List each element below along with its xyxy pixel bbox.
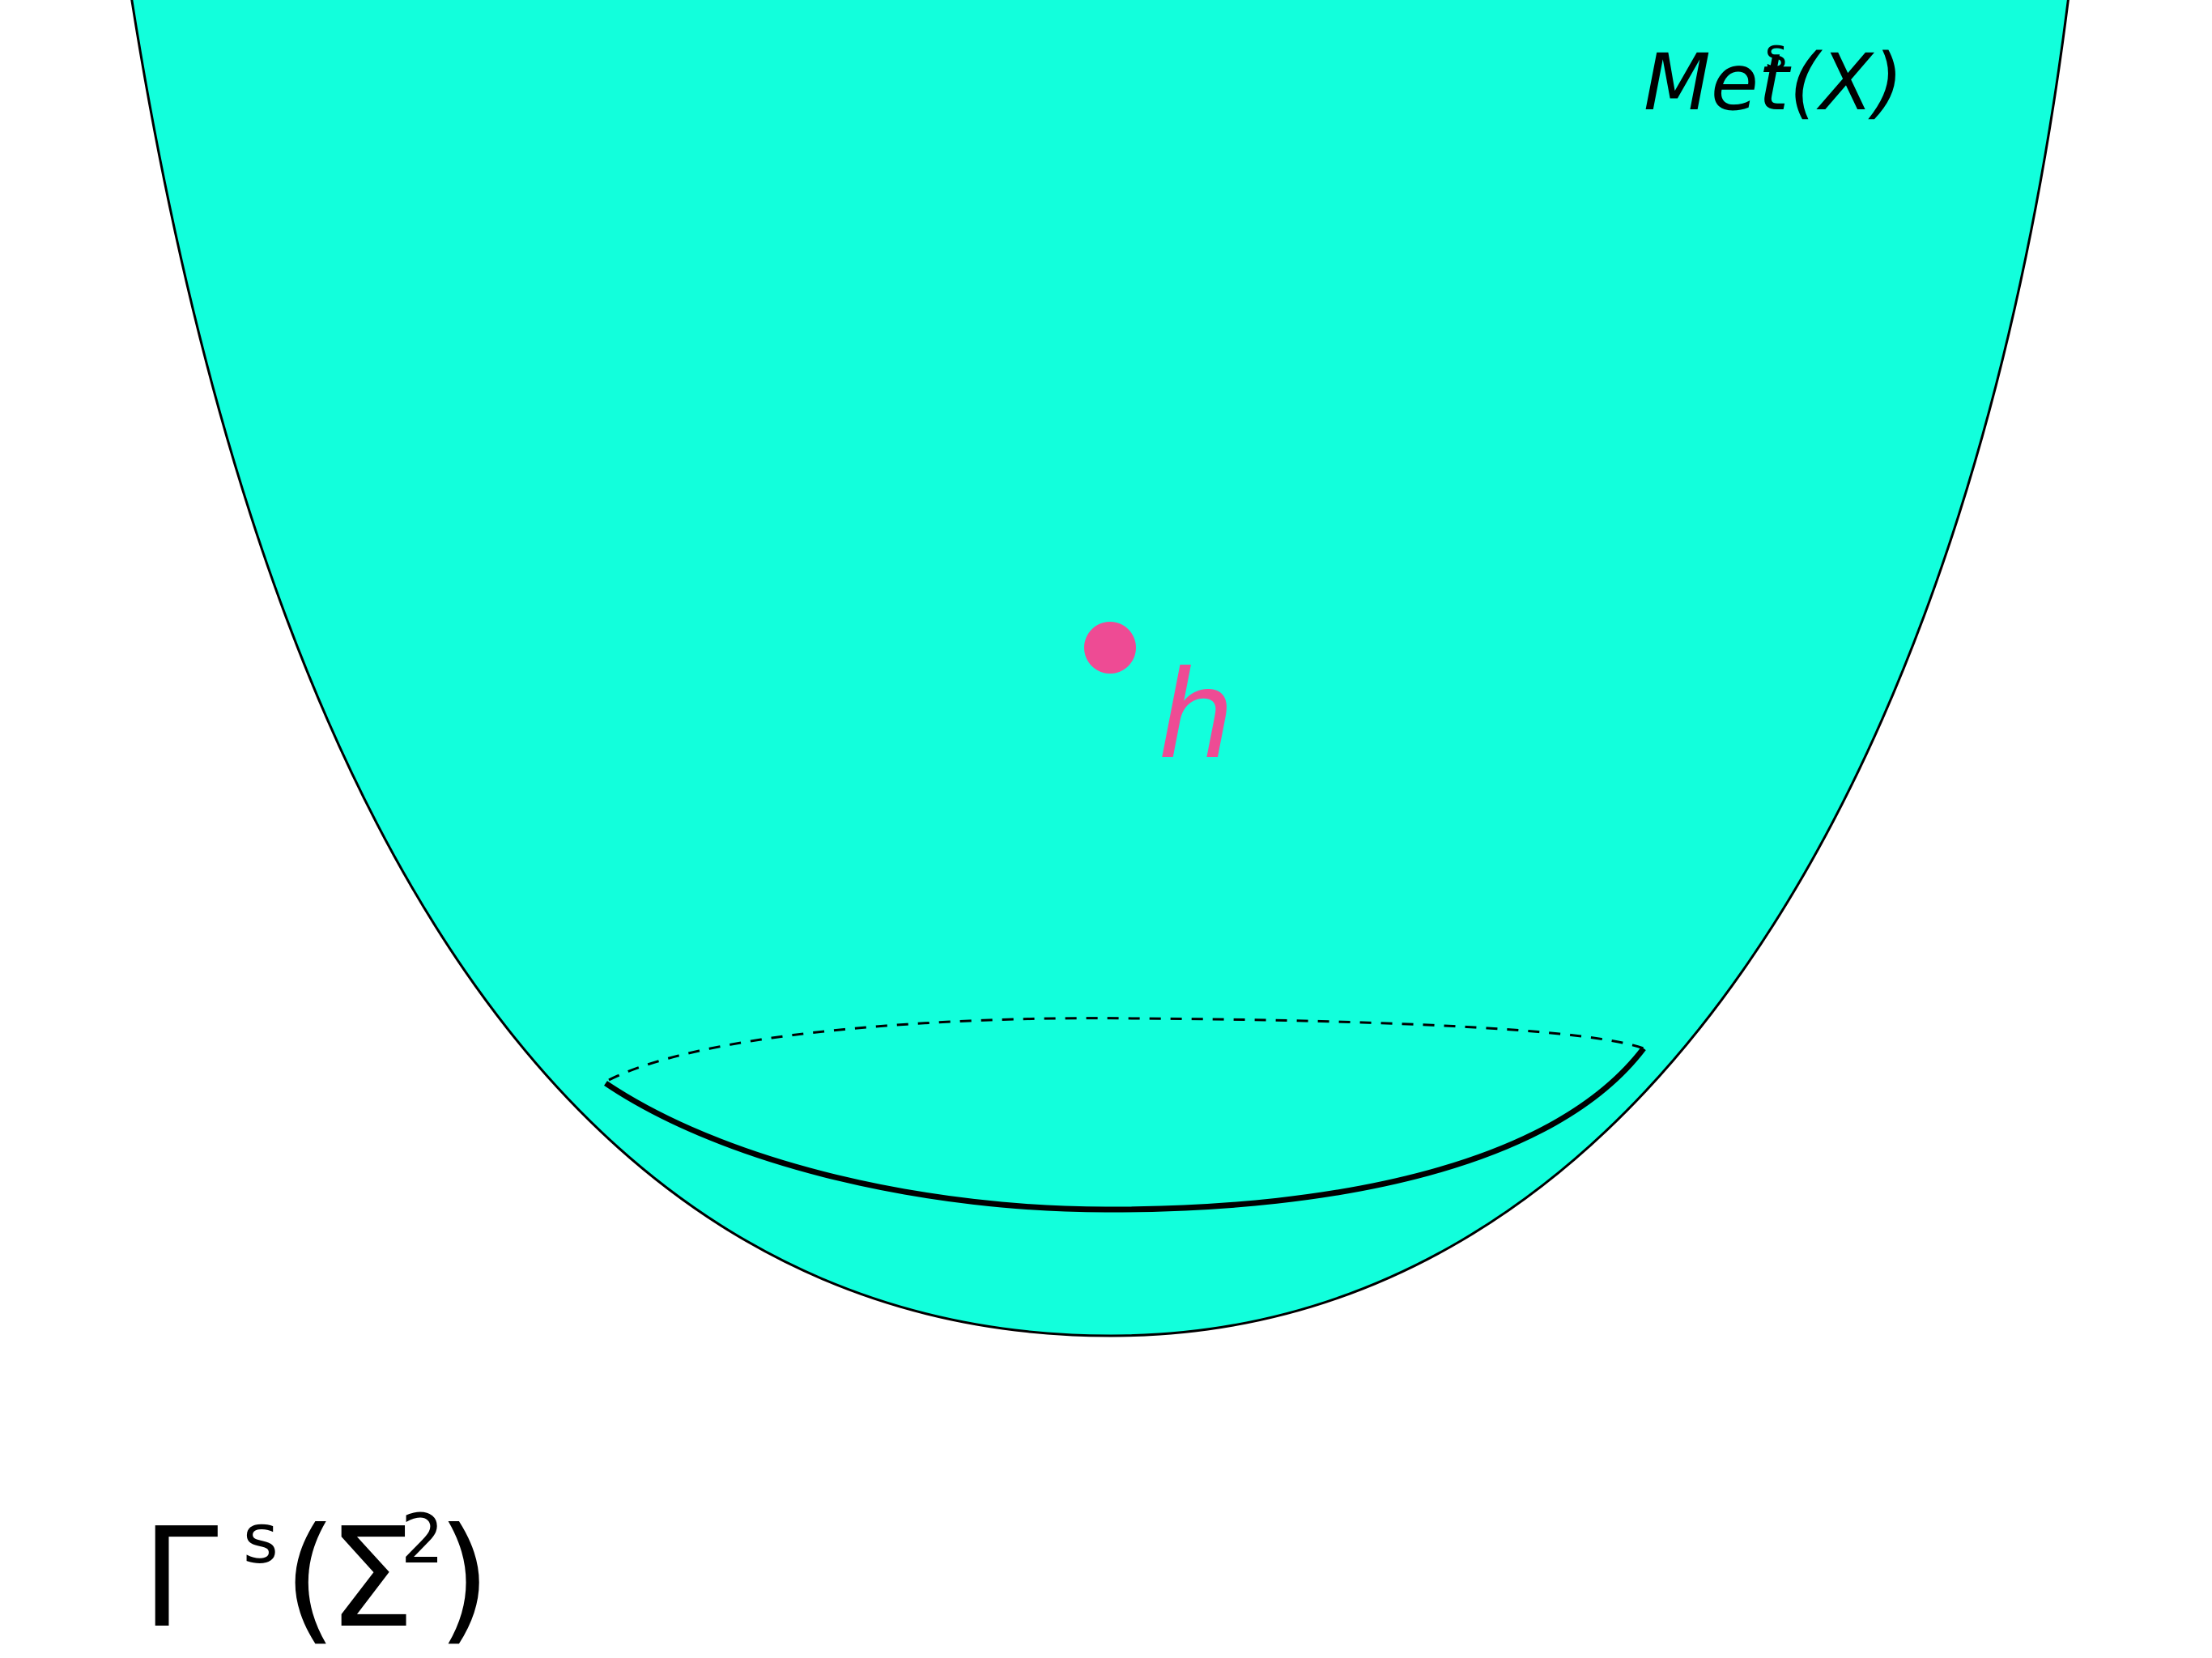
svg-text:Met: Met [1644, 37, 1792, 128]
point-h-label: h [1158, 645, 1235, 786]
slice-back-dashed [608, 1017, 1644, 1082]
svg-text:s: s [243, 1499, 279, 1579]
met-label: Met s (X) [1644, 31, 1904, 128]
svg-text:(X): (X) [1789, 37, 1904, 128]
svg-text:s: s [1765, 31, 1787, 79]
slice-front-solid [604, 1046, 1646, 1213]
svg-text:Γ: Γ [142, 1499, 219, 1658]
svg-text:Σ: Σ [328, 1499, 415, 1658]
svg-text:(: ( [283, 1499, 337, 1658]
svg-text:): ) [437, 1499, 491, 1658]
point-h-marker [1084, 622, 1136, 674]
svg-text:2: 2 [401, 1499, 444, 1579]
gamma-label: Γ s ( Σ 2 ) [142, 1499, 491, 1658]
